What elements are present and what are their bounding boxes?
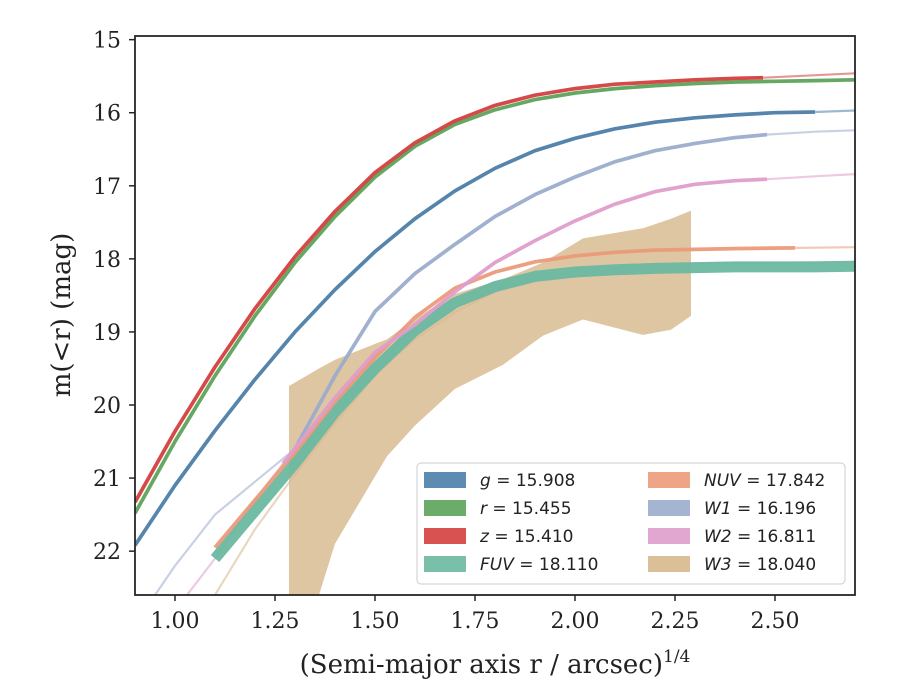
- y-axis: 15 16 17 18 19 20 21 22: [93, 29, 135, 565]
- x-tick-label: 1.00: [151, 609, 200, 634]
- legend-box: [416, 462, 846, 585]
- series-w1-extrapolation-outer: [766, 129, 855, 136]
- legend-label-z: z = 15.410: [479, 527, 573, 547]
- y-tick-label: 16: [93, 102, 121, 127]
- legend: g = 15.908 r = 15.455 z = 15.410 FUV = 18.1…: [416, 462, 846, 585]
- y-tick-label: 18: [93, 248, 121, 273]
- legend-label-fuv: FUV = 18.110: [480, 555, 598, 575]
- x-axis: 1.00 1.25 1.50 1.75 2.00 2.25 2.50: [151, 595, 800, 634]
- legend-swatch-r: [424, 500, 466, 516]
- legend-swatch-g: [424, 472, 466, 488]
- x-tick-label: 2.25: [651, 609, 700, 634]
- series-z-line: [135, 75, 764, 504]
- y-tick-label: 15: [93, 29, 121, 54]
- series-g-line: [135, 110, 816, 547]
- legend-label-g: g = 15.908: [480, 471, 575, 491]
- y-tick-label: 22: [93, 540, 121, 565]
- x-tick-label: 1.50: [351, 609, 400, 634]
- series-w1-extrapolation: [154, 448, 296, 595]
- y-axis-label: m(<r) (mag): [47, 233, 77, 398]
- legend-label-w3: W3 = 18.040: [704, 555, 816, 575]
- x-tick-label: 2.00: [551, 609, 600, 634]
- x-axis-label: (Semi-major axis r / arcsec)1/4: [300, 647, 691, 680]
- plot-frame: [134, 35, 856, 596]
- series-w3-band: [289, 210, 691, 595]
- series-nuv-line: [213, 246, 796, 549]
- legend-swatch-w2: [648, 528, 690, 544]
- series-nuv-extrapolation: [794, 246, 855, 249]
- series-r-line: [135, 77, 855, 515]
- series-fuv-line: [210, 260, 855, 563]
- legend-swatch-nuv: [648, 472, 690, 488]
- x-tick-label: 1.75: [451, 609, 500, 634]
- legend-swatch-w1: [648, 500, 690, 516]
- series-w2-line: [281, 177, 768, 465]
- legend-swatch-w3: [648, 556, 690, 572]
- y-tick-label: 21: [93, 467, 121, 492]
- legend-label-w1: W1 = 16.196: [704, 499, 816, 519]
- legend-swatch-z: [424, 528, 466, 544]
- series-w1-line: [293, 132, 768, 450]
- series-z-extrapolation: [762, 72, 855, 79]
- y-tick-label: 19: [93, 321, 121, 346]
- legend-label-w2: W2 = 16.811: [704, 527, 816, 547]
- x-tick-label: 1.25: [251, 609, 300, 634]
- y-tick-label: 20: [93, 394, 121, 419]
- y-tick-label: 17: [93, 175, 121, 200]
- legend-label-nuv: NUV = 17.842: [704, 471, 825, 491]
- legend-label-r: r = 15.455: [480, 499, 572, 519]
- x-tick-label: 2.50: [751, 609, 800, 634]
- plot-area: [135, 72, 855, 595]
- series-g-extrapolation: [814, 109, 855, 114]
- series-w2-extrapolation-outer: [766, 173, 855, 181]
- legend-swatch-fuv: [424, 556, 466, 572]
